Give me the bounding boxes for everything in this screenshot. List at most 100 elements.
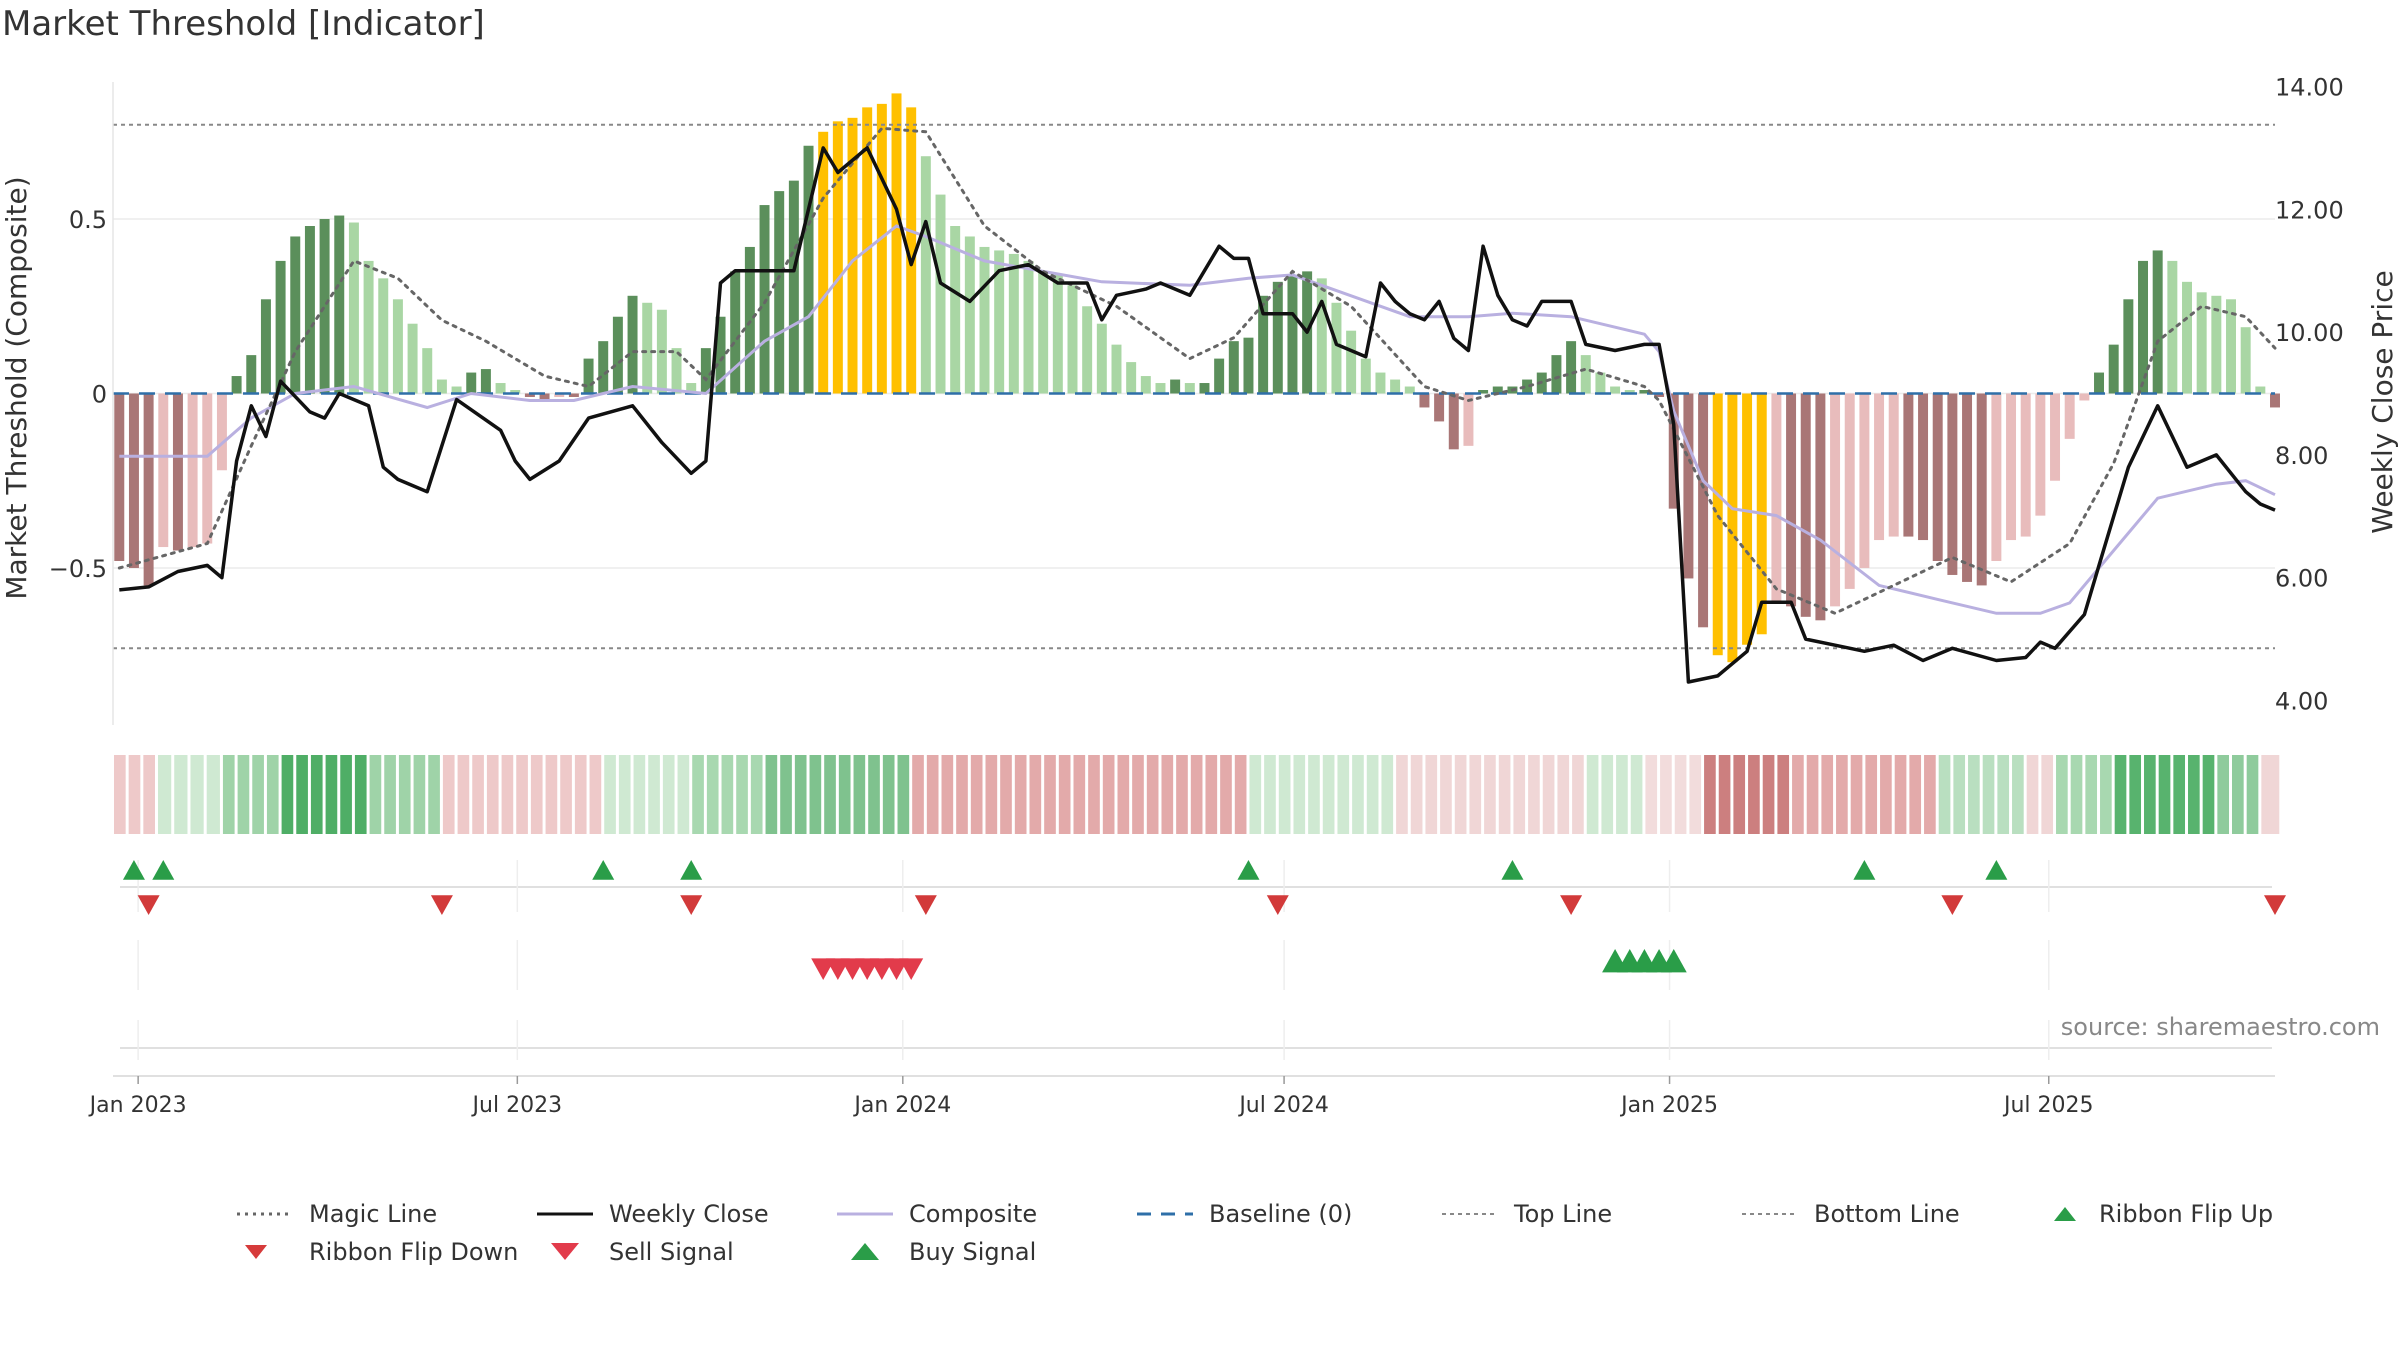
legend-item-ribbon-flip-up: Ribbon Flip Up <box>2045 1200 2273 1228</box>
y2-tick-label: 14.00 <box>2275 74 2344 102</box>
ribbon-cell <box>780 755 792 834</box>
ribbon-flip-up-marker <box>592 860 615 880</box>
ribbon-cell <box>2070 755 2083 834</box>
ribbon-cell <box>970 755 983 834</box>
ribbon-cell <box>428 755 440 834</box>
ribbon-cell <box>2158 755 2171 834</box>
ribbon-cell <box>1000 755 1012 834</box>
composite-bar <box>378 278 389 394</box>
ribbon-cell <box>2173 755 2186 834</box>
axes: 0.5 0 −0.5 14.00 12.00 10.00 8.00 6.00 4.00 Jan 2… <box>49 74 2344 1118</box>
ribbon-strip <box>114 755 2280 834</box>
chart-title: Market Threshold [Indicator] <box>2 4 485 44</box>
ribbon-cell <box>1322 755 1335 834</box>
composite-bar <box>2138 260 2149 394</box>
ribbon-cell <box>413 755 426 834</box>
ribbon-cell <box>1865 755 1878 834</box>
ribbon-cell <box>604 755 616 834</box>
ribbon-cell <box>1997 755 2010 834</box>
ribbon-cell <box>1117 755 1130 834</box>
composite-bar <box>1390 379 1401 394</box>
composite-bar <box>1595 372 1606 394</box>
composite-bar <box>583 358 594 394</box>
composite-bar <box>1551 355 1562 394</box>
ribbon-cell <box>1278 755 1291 834</box>
composite-bar <box>1492 386 1503 394</box>
ribbon-cell <box>1425 755 1438 834</box>
composite-bar <box>1580 355 1591 394</box>
ribbon-cell <box>926 755 939 834</box>
ribbon-cell <box>692 755 704 834</box>
composite-bar <box>774 191 785 394</box>
ribbon-cell <box>1484 755 1496 834</box>
composite-bar <box>818 131 829 394</box>
ribbon-cell <box>1630 755 1643 834</box>
composite-bar <box>1566 341 1577 394</box>
ribbon-cell <box>2100 755 2112 834</box>
composite-bar <box>1360 358 1371 394</box>
ribbon-cell <box>530 755 543 834</box>
ribbon-flip-up-marker <box>1853 860 1876 880</box>
ribbon-cell <box>1704 755 1716 834</box>
x-tick-label: Jul 2023 <box>471 1093 563 1118</box>
composite-bar <box>1976 393 1987 586</box>
ribbon-cell <box>1674 755 1687 834</box>
ribbon-cell <box>1366 755 1379 834</box>
composite-bar <box>436 379 447 394</box>
composite-bar <box>275 260 286 394</box>
composite-bar <box>1830 393 1841 607</box>
ribbon-flip-down-marker <box>2264 895 2286 915</box>
legend-label: Ribbon Flip Down <box>309 1238 519 1266</box>
composite-bar <box>1786 393 1797 607</box>
ribbon-cell <box>1410 755 1423 834</box>
ribbon-cell <box>1777 755 1790 834</box>
x-tick-label: Jul 2025 <box>2002 1093 2094 1118</box>
composite-bar <box>2226 299 2236 394</box>
ribbon-cell <box>2202 755 2215 834</box>
y-tick-label: 0 <box>92 381 107 409</box>
composite-bar <box>891 93 902 394</box>
ribbon-cell <box>1542 755 1555 834</box>
ribbon-cell <box>1718 755 1731 834</box>
composite-bar <box>1463 393 1474 446</box>
composite-bar <box>1272 281 1283 394</box>
ribbon-cell <box>765 755 778 834</box>
ribbon-flip-up-marker <box>680 860 703 880</box>
composite-bar <box>1214 358 1225 394</box>
triangle-up-icon <box>851 1243 879 1260</box>
buy-signal-marker <box>1660 949 1687 973</box>
ribbon-cell <box>2188 755 2200 834</box>
composite-bar <box>158 393 169 548</box>
ribbon-cell <box>1733 755 1746 834</box>
ribbon-cell <box>589 755 602 834</box>
ribbon-cell <box>354 755 367 834</box>
composite-bar <box>1947 393 1958 575</box>
composite-bar <box>1903 393 1914 537</box>
ribbon-cell <box>1176 755 1188 834</box>
ribbon-cell <box>143 755 155 834</box>
composite-bar <box>1888 393 1899 537</box>
legend-item-top-line: Top Line <box>1440 1200 1612 1228</box>
composite-bar <box>1434 393 1445 422</box>
legend: Magic Line Weekly Close Composite Baseli… <box>220 1200 2320 1280</box>
ribbon-cell <box>633 755 646 834</box>
composite-bar <box>788 180 799 394</box>
ribbon-cell <box>824 755 836 834</box>
y2-tick-label: 12.00 <box>2275 196 2344 224</box>
ribbon-cell <box>1762 755 1775 834</box>
y2-tick-label: 6.00 <box>2275 565 2328 593</box>
composite-bar <box>1287 274 1298 394</box>
weekly-close-line <box>119 146 2276 684</box>
composite-bar <box>114 393 125 561</box>
ribbon-cell <box>912 755 924 834</box>
ribbon-cell <box>1748 755 1760 834</box>
composite-bar <box>1170 379 1181 394</box>
ribbon-cell <box>157 755 172 834</box>
x-tick-label: Jan 2025 <box>1619 1093 1718 1118</box>
ribbon-cell <box>281 755 294 834</box>
ribbon-cell <box>1689 755 1702 834</box>
composite-bar <box>1243 337 1254 394</box>
triangle-down-icon <box>551 1243 579 1260</box>
ribbon-cell <box>2261 755 2280 834</box>
